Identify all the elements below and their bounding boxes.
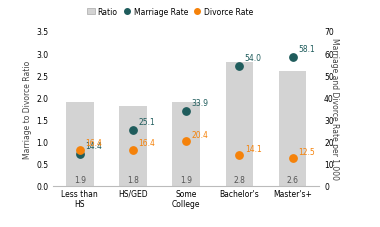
Text: 1.8: 1.8 — [127, 175, 139, 184]
Point — [236, 65, 242, 69]
Text: 14.1: 14.1 — [245, 144, 261, 153]
Text: 1.9: 1.9 — [74, 175, 86, 184]
Bar — [279, 72, 306, 186]
Point — [183, 110, 189, 113]
Legend: Ratio, Marriage Rate, Divorce Rate: Ratio, Marriage Rate, Divorce Rate — [87, 8, 253, 17]
Text: 25.1: 25.1 — [138, 118, 155, 127]
Text: 16.4: 16.4 — [85, 139, 102, 148]
Point — [236, 153, 242, 157]
Bar — [173, 102, 200, 186]
Bar — [66, 102, 93, 186]
Point — [290, 157, 296, 160]
Point — [130, 129, 136, 133]
Text: 16.4: 16.4 — [138, 139, 155, 148]
Y-axis label: Marriage and Divorce Rate per 1,000: Marriage and Divorce Rate per 1,000 — [330, 38, 339, 180]
Text: 14.4: 14.4 — [85, 141, 102, 151]
Text: 54.0: 54.0 — [245, 54, 262, 63]
Text: 12.5: 12.5 — [298, 147, 315, 156]
Text: 1.9: 1.9 — [180, 175, 192, 184]
Text: 2.6: 2.6 — [287, 175, 299, 184]
Point — [77, 153, 83, 156]
Text: 2.8: 2.8 — [233, 175, 245, 184]
Point — [290, 56, 296, 60]
Point — [130, 148, 136, 152]
Point — [183, 139, 189, 143]
Text: 20.4: 20.4 — [192, 130, 208, 139]
Bar — [226, 63, 253, 186]
Text: 33.9: 33.9 — [192, 99, 209, 107]
Point — [77, 148, 83, 152]
Bar — [119, 107, 147, 186]
Text: 58.1: 58.1 — [298, 45, 315, 54]
Y-axis label: Marriage to Divorce Ratio: Marriage to Divorce Ratio — [23, 60, 32, 158]
